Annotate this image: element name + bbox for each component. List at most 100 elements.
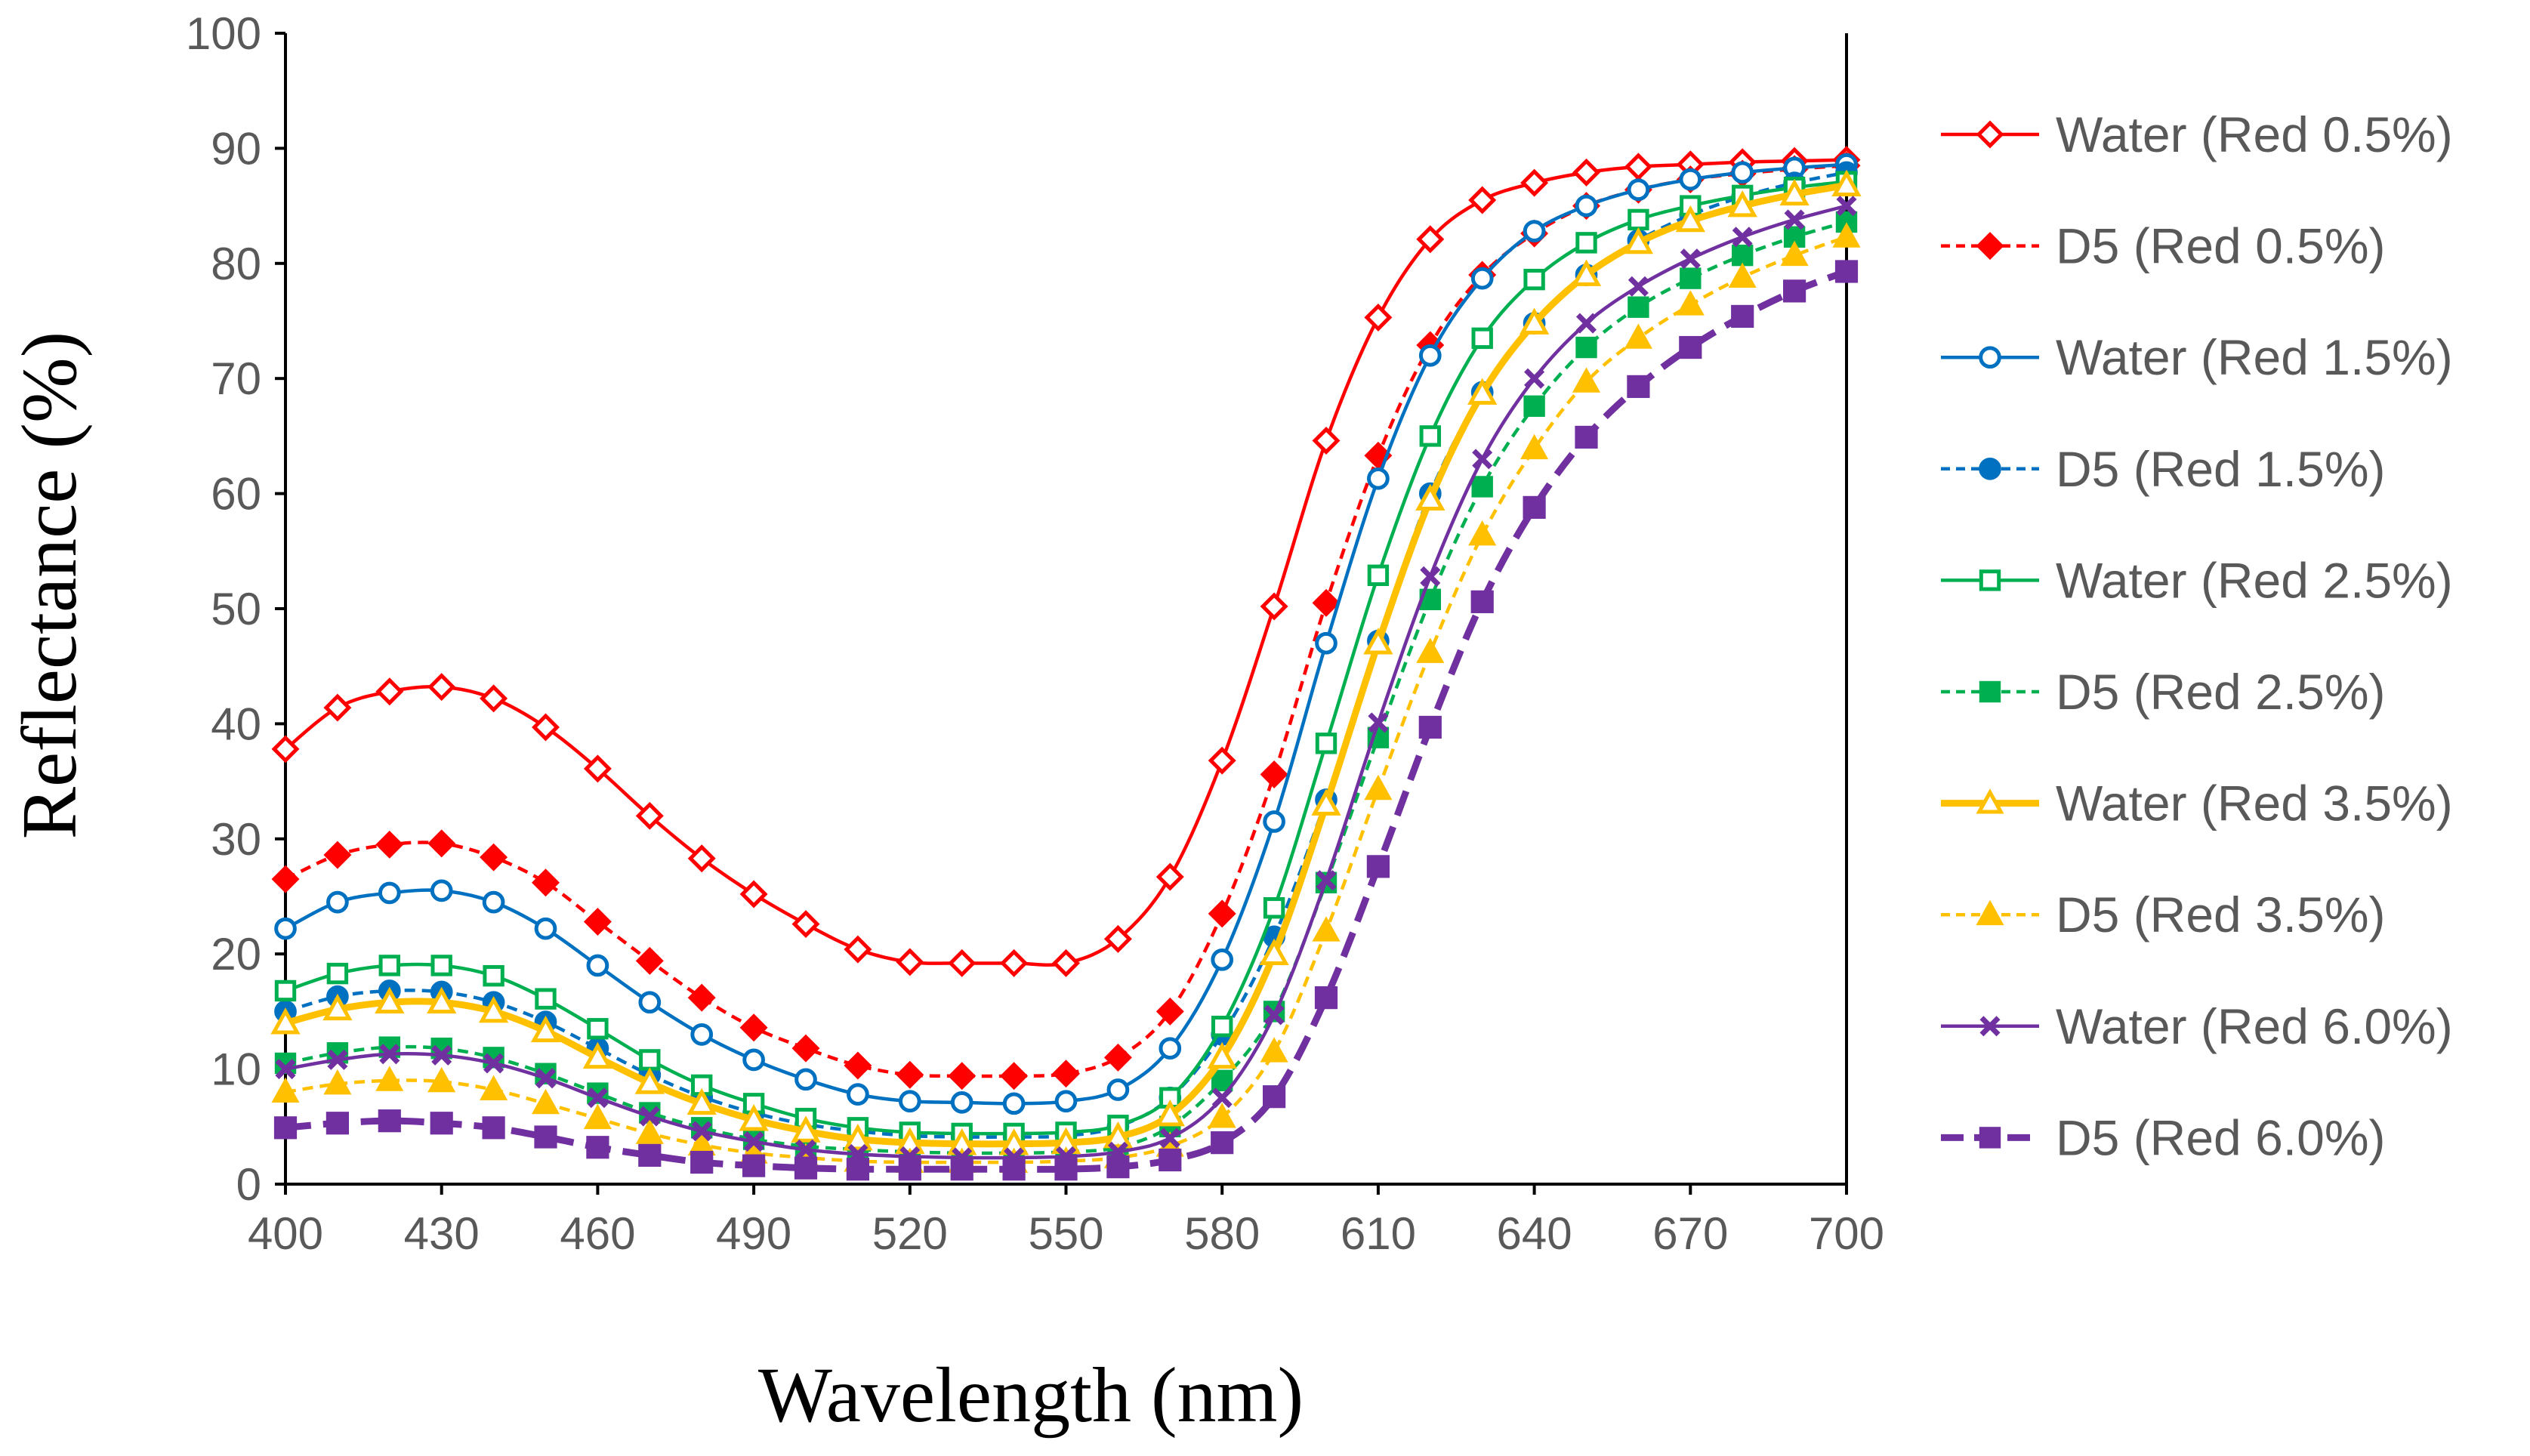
data-point xyxy=(791,910,820,939)
data-point xyxy=(1523,220,1546,242)
data-point xyxy=(482,1116,505,1140)
data-point xyxy=(275,1059,296,1080)
data-point xyxy=(844,935,872,964)
data-point xyxy=(1211,1016,1233,1038)
data-point xyxy=(1054,1090,1078,1113)
data-point xyxy=(1468,520,1497,546)
data-point xyxy=(1260,1037,1288,1063)
data-point xyxy=(480,843,508,871)
legend-swatch-marker xyxy=(1979,680,2001,703)
data-point xyxy=(535,988,557,1010)
data-point xyxy=(1208,899,1236,928)
data-point xyxy=(1523,395,1545,417)
data-point xyxy=(739,1013,768,1042)
series-line xyxy=(285,164,1847,1078)
data-point xyxy=(639,1106,660,1127)
data-point xyxy=(327,1049,348,1070)
data-point xyxy=(1106,1078,1130,1101)
data-point xyxy=(1627,375,1650,398)
data-point xyxy=(1263,1085,1286,1109)
data-point xyxy=(1211,948,1234,971)
legend-entry: D5 (Red 6.0%) xyxy=(1941,1109,2386,1165)
data-point xyxy=(271,865,300,893)
series-7 xyxy=(271,222,1861,1173)
data-point xyxy=(634,1067,665,1094)
data-point xyxy=(1783,279,1806,303)
data-point xyxy=(586,1136,609,1159)
y-tick-label: 80 xyxy=(211,239,261,289)
data-point xyxy=(1263,810,1285,833)
data-point xyxy=(1416,225,1445,254)
x-tick-label: 430 xyxy=(404,1208,480,1259)
data-point xyxy=(791,1034,820,1063)
series-line xyxy=(285,268,1848,1173)
legend-entry: Water (Red 1.5%) xyxy=(1941,329,2453,385)
data-point xyxy=(791,1115,821,1143)
data-point xyxy=(1000,949,1029,977)
legend-swatch-marker xyxy=(1976,232,2004,261)
data-point xyxy=(323,841,352,869)
data-point xyxy=(1312,588,1341,617)
data-point xyxy=(1159,1127,1180,1149)
legend-swatch-marker xyxy=(1979,569,2001,591)
data-point xyxy=(1208,1103,1236,1128)
data-point xyxy=(271,735,300,763)
x-tick-label: 550 xyxy=(1028,1208,1103,1259)
data-point xyxy=(1106,1155,1130,1179)
data-point xyxy=(1363,628,1393,655)
data-point xyxy=(898,1158,921,1181)
series-1 xyxy=(271,151,1861,1090)
legend-label: D5 (Red 2.5%) xyxy=(2056,664,2386,720)
data-point xyxy=(1467,378,1498,405)
legend-entry: D5 (Red 1.5%) xyxy=(1941,441,2386,497)
legend-swatch-marker xyxy=(1979,457,2001,480)
legend-entry: Water (Red 0.5%) xyxy=(1941,106,2453,162)
x-tick-label: 610 xyxy=(1341,1208,1416,1259)
data-point xyxy=(1418,715,1442,739)
legend-entry: D5 (Red 0.5%) xyxy=(1941,218,2386,274)
data-point xyxy=(1523,268,1545,291)
legend-label: D5 (Red 6.0%) xyxy=(2056,1109,2386,1165)
data-point xyxy=(587,1018,609,1040)
data-point xyxy=(1628,276,1649,297)
x-axis-ticks: 400 430 460 490 520 550 580 610 640 670 700 xyxy=(248,1184,1884,1259)
data-point xyxy=(739,880,768,908)
y-tick-label: 20 xyxy=(211,929,261,979)
x-tick-label: 670 xyxy=(1652,1208,1728,1259)
data-point xyxy=(1680,267,1702,289)
legend-swatch-marker xyxy=(1976,788,2004,814)
data-point xyxy=(531,1088,560,1115)
legend-label: D5 (Red 3.5%) xyxy=(2056,887,2386,942)
data-point xyxy=(1832,222,1861,248)
data-point xyxy=(1834,260,1859,283)
data-point xyxy=(1571,259,1602,286)
data-point xyxy=(687,983,716,1012)
data-point xyxy=(431,1044,452,1066)
legend-label: Water (Red 0.5%) xyxy=(2056,106,2453,162)
data-point xyxy=(1211,1087,1233,1109)
data-point xyxy=(1679,168,1702,191)
data-point xyxy=(582,1041,613,1069)
data-point xyxy=(430,1112,453,1135)
legend-entry: D5 (Red 2.5%) xyxy=(1941,664,2386,720)
data-point xyxy=(1675,205,1705,233)
data-point xyxy=(583,1103,612,1130)
data-point xyxy=(742,1048,765,1072)
data-point xyxy=(378,881,401,905)
series-line xyxy=(284,158,1847,967)
data-point xyxy=(1472,449,1493,470)
data-point xyxy=(687,844,716,873)
legend-label: Water (Red 6.0%) xyxy=(2056,998,2453,1054)
data-point xyxy=(1470,590,1494,613)
series-line xyxy=(285,204,1847,1160)
data-point xyxy=(535,1068,557,1089)
data-point xyxy=(1731,304,1754,329)
data-point xyxy=(743,1131,764,1152)
legend-label: Water (Red 1.5%) xyxy=(2056,329,2453,385)
data-point xyxy=(1679,335,1702,359)
data-point xyxy=(635,946,664,975)
legend-entry: Water (Red 2.5%) xyxy=(1941,552,2453,608)
data-point xyxy=(375,677,404,706)
data-point xyxy=(1680,248,1701,270)
data-point xyxy=(1364,774,1393,800)
